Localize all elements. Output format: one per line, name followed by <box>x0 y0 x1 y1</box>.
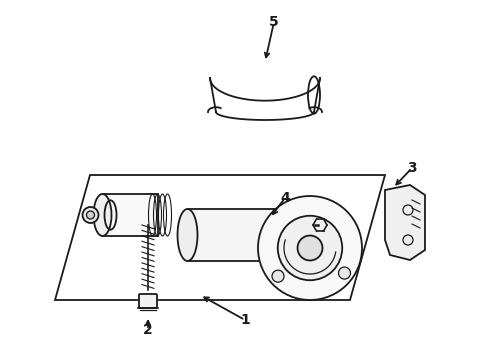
Circle shape <box>297 235 322 261</box>
FancyBboxPatch shape <box>139 294 157 308</box>
Circle shape <box>272 270 284 282</box>
Circle shape <box>278 216 342 280</box>
Circle shape <box>339 267 350 279</box>
Circle shape <box>87 211 95 219</box>
Bar <box>188 209 283 261</box>
Text: 2: 2 <box>143 323 153 337</box>
Text: 5: 5 <box>269 15 279 29</box>
Ellipse shape <box>307 212 318 238</box>
FancyBboxPatch shape <box>102 194 157 236</box>
Text: 3: 3 <box>407 161 417 175</box>
Ellipse shape <box>272 209 293 261</box>
Ellipse shape <box>290 207 305 243</box>
Text: 1: 1 <box>240 313 250 327</box>
Ellipse shape <box>94 194 112 236</box>
Polygon shape <box>385 185 425 260</box>
Circle shape <box>258 196 362 300</box>
Circle shape <box>82 207 98 223</box>
Ellipse shape <box>177 209 197 261</box>
Text: 4: 4 <box>280 191 290 205</box>
